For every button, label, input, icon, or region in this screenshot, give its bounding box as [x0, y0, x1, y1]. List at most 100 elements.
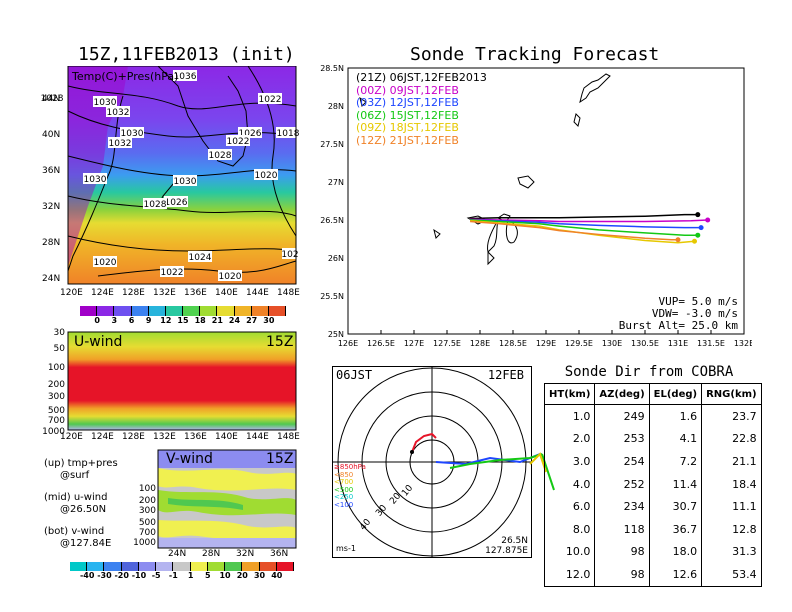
- table-cell: 11.1: [732, 500, 757, 514]
- colorbar-tick: 27: [246, 316, 258, 325]
- vwind-pressure-tick: 200: [138, 496, 156, 506]
- table-cell: 254: [594, 450, 650, 473]
- svg-text:1032: 1032: [107, 108, 130, 118]
- uwind-panel: U-wind 15Z 30 50 100 200 300 500 700 1000 120E 1…: [40, 328, 310, 446]
- colorbar-swatch: [70, 562, 88, 571]
- table-row: 6.0 234 30.7 11.1: [544, 495, 762, 518]
- colorbar-swatch: [207, 562, 226, 571]
- vwind-title: V-wind: [166, 451, 213, 467]
- colorbar-tick: 40: [271, 571, 283, 580]
- map-lat-tick: 28N: [42, 238, 61, 248]
- svg-text:1020: 1020: [219, 272, 242, 282]
- map-lat-tick: 32N: [42, 202, 61, 212]
- svg-text:1036: 1036: [174, 72, 197, 82]
- svg-text:1022: 1022: [259, 95, 282, 105]
- table-cell: 6.0: [544, 495, 596, 518]
- track-line: [470, 220, 678, 241]
- table-row: 1.0 249 1.6 23.7: [544, 404, 762, 428]
- table-cell: 18.4: [732, 477, 757, 491]
- table-cell: 98: [594, 540, 650, 564]
- colorbar-swatch: [121, 562, 139, 571]
- colorbar-swatch: [114, 306, 132, 316]
- wind-colorbar: [70, 562, 295, 571]
- track-line: [470, 213, 698, 220]
- svg-text:1030: 1030: [121, 129, 144, 139]
- polar-level-entry: <100: [334, 500, 354, 509]
- uwind-lon-tick: 128E: [122, 432, 145, 442]
- tracking-legend: (21Z) 06JST,12FEB2013 (00Z) 09JST,12FEB (0…: [356, 71, 487, 147]
- uwind-lon-tick: 148E: [277, 432, 300, 442]
- table-cell: 18.0: [649, 540, 703, 564]
- uwind-lon-tick: 136E: [184, 432, 207, 442]
- table-cell: 21.1: [732, 454, 757, 468]
- legend-note: (bot) v-wind @127.84E: [44, 526, 144, 550]
- colorbar-swatch: [217, 306, 235, 316]
- track-y-tick: 25N: [328, 330, 344, 339]
- tracking-legend-entry: (06Z) 15JST,12FEB: [356, 108, 459, 122]
- table-cell: 11.4: [649, 472, 703, 496]
- legend-note-bottom: @127.84E: [60, 538, 112, 549]
- uwind-pressure-tick: 200: [47, 380, 65, 390]
- tracking-params: VUP= 5.0 m/s VDW= -3.0 m/s Burst Alt= 25…: [619, 296, 738, 332]
- table-cell: 249: [594, 404, 650, 428]
- table-cell: 253: [594, 427, 650, 451]
- track-line: [470, 219, 698, 236]
- colorbar-swatch: [131, 306, 149, 316]
- colorbar-tick: -20: [114, 571, 129, 580]
- colorbar-swatch: [165, 306, 184, 316]
- vwind-lat-tick: 28N: [202, 549, 221, 559]
- uwind-lon-tick: 120E: [60, 432, 83, 442]
- left-title: 15Z,11FEB2013 (init): [78, 44, 295, 65]
- colorbar-tick: -1: [168, 571, 178, 580]
- colorbar-tick: 21: [211, 316, 223, 325]
- svg-text:1032: 1032: [109, 139, 132, 149]
- tracking-legend-entry: (12Z) 21JST,12FEB: [356, 133, 459, 147]
- legend-note-top: (bot) v-wind: [44, 526, 105, 537]
- colorbar-tick: -5: [151, 571, 161, 580]
- svg-text:102: 102: [281, 250, 298, 260]
- track-x-tick: 127.5E: [433, 339, 461, 348]
- uwind-pressure-tick: 700: [47, 416, 65, 426]
- track-x-tick: 128E: [470, 339, 490, 348]
- track-x-tick: 131E: [668, 339, 688, 348]
- direction-panel: Sonde Dir from COBRA HT(km) AZ(deg) EL(deg…: [544, 364, 762, 587]
- table-cell: 4.1: [649, 427, 703, 451]
- direction-table: HT(km) AZ(deg) EL(deg) RNG(km) 1.0 249 1.6 23.7…: [544, 383, 762, 587]
- track-line: [470, 219, 702, 229]
- table-row: 10.0 98 18.0 31.3: [544, 540, 762, 564]
- vwind-lat-tick: 32N: [236, 549, 255, 559]
- uwind-pressure-tick: 30: [53, 328, 65, 338]
- colorbar-tick: -30: [97, 571, 112, 580]
- colorbar-tick: 24: [228, 316, 241, 325]
- temp-colorbar: [80, 306, 287, 316]
- svg-text:1020: 1020: [94, 258, 117, 268]
- table-header-cell: EL(deg): [649, 383, 703, 405]
- tracking-legend-entry: (09Z) 18JST,12FEB: [356, 121, 459, 134]
- direction-title: Sonde Dir from COBRA: [564, 364, 734, 380]
- table-cell: 30.7: [649, 495, 703, 518]
- vwind-pressure-tick: 100: [138, 484, 156, 494]
- track-x-tick: 127E: [404, 339, 424, 348]
- track-x-tick: 129.5E: [565, 339, 593, 348]
- burst-alt-text: Burst Alt= 25.0 km: [618, 319, 738, 332]
- map-lon-tick: 124E: [91, 288, 114, 298]
- track-x-tick: 126E: [338, 339, 358, 348]
- colorbar-tick: 0: [94, 316, 100, 325]
- colorbar-tick: 12: [160, 316, 172, 325]
- svg-text:1030: 1030: [174, 177, 197, 187]
- vwind-pressure-tick: 1000: [133, 538, 156, 548]
- colorbar-swatch: [156, 562, 174, 571]
- track-y-tick: 28.5N: [320, 64, 344, 73]
- table-header-row: HT(km) AZ(deg) EL(deg) RNG(km): [544, 383, 762, 405]
- polar-level-entry: ≥850hPa: [334, 463, 366, 471]
- table-cell: 8.0: [544, 517, 596, 541]
- colorbar-tick: 3: [111, 316, 118, 325]
- uwind-pressure-tick: 300: [47, 392, 65, 402]
- track-y-tick: 27.5N: [320, 140, 344, 149]
- track-y-tick: 27N: [328, 178, 344, 187]
- colorbar-swatch: [225, 562, 243, 571]
- colorbar-swatch: [200, 306, 218, 316]
- track-x-tick: 129E: [536, 339, 556, 348]
- polar-level-legend: ≥850hPa <850 <700 <500 <250 <100: [334, 463, 366, 509]
- colorbar-swatch: [87, 562, 105, 571]
